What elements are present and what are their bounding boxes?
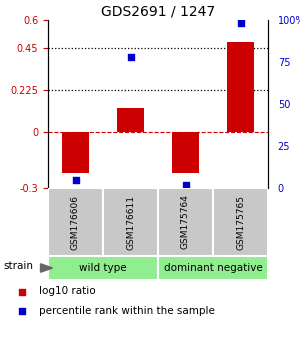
Text: strain: strain bbox=[3, 261, 33, 271]
Bar bbox=[117, 108, 144, 132]
Bar bbox=[213, 188, 268, 256]
Text: GSM175765: GSM175765 bbox=[236, 194, 245, 250]
Text: wild type: wild type bbox=[79, 263, 127, 273]
Bar bbox=[48, 188, 103, 256]
Point bbox=[19, 308, 24, 313]
Text: log10 ratio: log10 ratio bbox=[39, 286, 96, 297]
Point bbox=[128, 54, 133, 60]
Text: GSM175764: GSM175764 bbox=[181, 195, 190, 250]
Title: GDS2691 / 1247: GDS2691 / 1247 bbox=[101, 5, 215, 19]
Polygon shape bbox=[40, 264, 52, 272]
Point bbox=[238, 21, 243, 26]
Bar bbox=[227, 42, 254, 132]
Bar bbox=[158, 188, 213, 256]
Text: percentile rank within the sample: percentile rank within the sample bbox=[39, 306, 215, 315]
Bar bbox=[62, 132, 89, 173]
Bar bbox=[158, 256, 268, 280]
Text: GSM176606: GSM176606 bbox=[71, 194, 80, 250]
Bar bbox=[172, 132, 199, 173]
Text: dominant negative: dominant negative bbox=[164, 263, 262, 273]
Point bbox=[183, 182, 188, 188]
Text: GSM176611: GSM176611 bbox=[126, 194, 135, 250]
Point bbox=[73, 177, 78, 182]
Bar bbox=[103, 188, 158, 256]
Bar bbox=[48, 256, 158, 280]
Point bbox=[19, 289, 24, 294]
